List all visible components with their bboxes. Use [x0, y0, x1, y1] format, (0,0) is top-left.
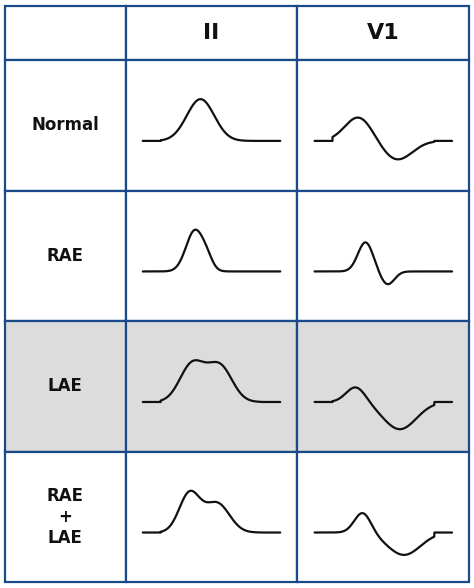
Text: Normal: Normal — [31, 116, 99, 134]
Bar — [5, 321, 126, 452]
Bar — [126, 321, 297, 452]
Bar — [126, 452, 297, 582]
Bar — [298, 6, 469, 60]
Bar — [298, 191, 469, 321]
Bar — [126, 191, 297, 321]
Bar — [126, 60, 297, 191]
Bar — [298, 321, 469, 452]
Text: RAE: RAE — [46, 247, 84, 265]
Bar — [5, 452, 126, 582]
Bar — [298, 60, 469, 191]
Text: RAE
+
LAE: RAE + LAE — [46, 487, 84, 547]
Text: LAE: LAE — [48, 377, 82, 395]
Text: II: II — [203, 23, 219, 43]
Bar — [5, 6, 126, 60]
Text: V1: V1 — [367, 23, 400, 43]
Bar — [298, 452, 469, 582]
Bar — [5, 60, 126, 191]
Bar — [126, 6, 297, 60]
Bar — [5, 191, 126, 321]
